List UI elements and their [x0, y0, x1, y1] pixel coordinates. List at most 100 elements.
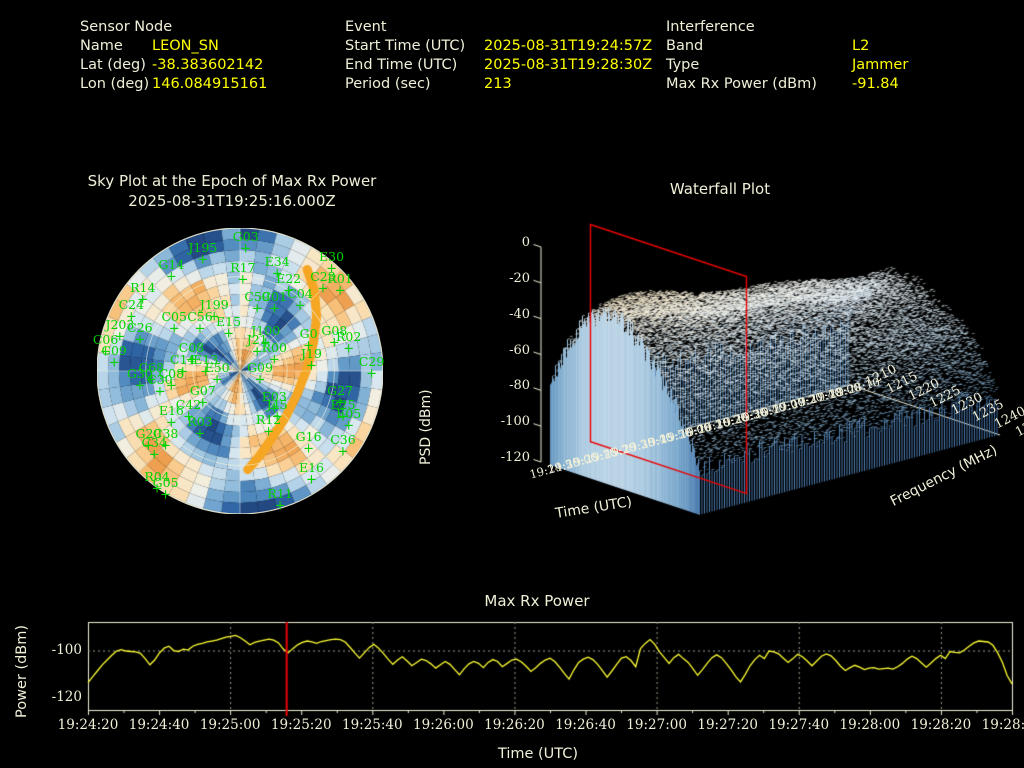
sky-satellite-label: G20 [135, 425, 162, 441]
sky-plot-grid-overlay [97, 228, 383, 514]
maxrx-x-tick: 19:28:00 [839, 717, 901, 733]
maxrx-x-tick: 19:25:00 [199, 717, 261, 733]
sensor-value-name: LEON_SN [152, 38, 219, 54]
sky-satellite-marker-icon: + [168, 321, 180, 337]
maxrx-x-tick: 19:24:40 [128, 717, 190, 733]
sky-satellite-label: R12 [255, 411, 282, 427]
sky-satellite-label: R04 [144, 468, 170, 484]
sensor-value-lat: -38.383602142 [152, 57, 264, 73]
sky-plot[interactable]: G03 + J195 + E34 + E30 + R17 + G14 + E22 + C23 + R01 + R14… [93, 228, 385, 514]
sky-satellite-marker-icon: + [317, 281, 329, 297]
sky-satellite-label: J203 [105, 316, 135, 332]
sky-satellite-label: C29 [358, 354, 385, 370]
sensor-node-block: Sensor Node Name LEON_SN Lat (deg) -38.3… [80, 18, 267, 94]
sky-satellite-marker-icon: + [197, 252, 209, 268]
sky-satellite-label: E05 [336, 405, 362, 421]
waterfall-psd-tick: -100 [500, 414, 530, 430]
sky-satellite-marker-icon: + [194, 426, 206, 442]
sky-satellite-marker-icon: + [271, 266, 283, 282]
sky-satellite-label: G05 [152, 474, 179, 490]
metadata-header: Sensor Node Name LEON_SN Lat (deg) -38.3… [0, 18, 1024, 108]
sky-satellite-marker-icon: + [343, 418, 355, 434]
sky-satellite-label: R11 [267, 485, 293, 501]
event-value-period: 213 [484, 76, 512, 92]
event-value-start-time: 2025-08-31T19:24:57Z [484, 38, 653, 54]
interference-block: Interference Band L2 Type Jammer Max Rx … [666, 18, 908, 94]
maxrx-x-tick: 19:25:20 [270, 717, 332, 733]
sky-satellite-marker-icon: + [328, 335, 340, 351]
sky-satellite-label: G14 [158, 256, 185, 272]
waterfall-psd-tick: -40 [509, 306, 530, 322]
max-rx-power-plot[interactable]: Power (dBm) -100 -120 19:24:20 19:24:40 19:… [0, 588, 1024, 768]
waterfall-psd-tick: -60 [509, 342, 530, 358]
sensor-row-name: Name LEON_SN [80, 37, 267, 56]
maxrx-x-tick: 19:28:40 [981, 717, 1024, 733]
sensor-value-lon: 146.084915161 [152, 76, 268, 92]
waterfall-psd-tick: 0 [521, 235, 530, 250]
interference-heading: Interference [666, 19, 755, 35]
sky-satellite-label: C34 [141, 434, 167, 450]
sky-satellite-label: C30 [147, 371, 173, 387]
sky-satellite-label: C08 [158, 365, 185, 381]
waterfall-psd-tick: -120 [500, 450, 530, 465]
interference-row-band: Band L2 [666, 37, 908, 56]
sky-satellite-label: E16 [298, 459, 325, 475]
sky-satellite-marker-icon: + [211, 372, 223, 388]
sky-satellite-label: G0 [299, 325, 318, 341]
sky-satellite-marker-icon: + [134, 378, 146, 394]
sky-satellite-label: C23 [310, 268, 336, 284]
sky-satellite-marker-icon: + [151, 481, 163, 497]
sky-satellite-label: G09 [247, 359, 273, 375]
sky-satellite-marker-icon: + [194, 321, 206, 337]
sky-satellite-marker-icon: + [145, 372, 157, 388]
sky-satellite-marker-icon: + [260, 335, 272, 351]
sky-satellite-label: G30 [126, 365, 153, 381]
sky-satellite-label: E13 [193, 351, 219, 367]
sky-satellite-label: C09 [101, 342, 127, 358]
maxrx-x-tick: 19:24:20 [57, 717, 119, 733]
sky-satellite-marker-icon: + [343, 341, 355, 357]
sky-satellite-marker-icon: + [183, 409, 194, 425]
maxrx-x-tick: 19:27:00 [626, 717, 687, 733]
maxrx-x-tick: 19:27:20 [697, 717, 759, 733]
sky-satellite-marker-icon: + [294, 298, 306, 314]
sky-satellite-label: G16 [295, 428, 322, 444]
maxrx-y-tick: -120 [51, 689, 82, 706]
sky-satellite-marker-icon: + [283, 283, 295, 299]
sky-satellite-label: E50 [204, 359, 230, 375]
waterfall-plot[interactable]: PSD (dBm) 0 -20 -40 -60 -80 -100 -120 Time (UT… [410, 175, 1024, 535]
event-heading: Event [345, 19, 387, 35]
sky-satellite-marker-icon: + [148, 447, 160, 462]
sky-satellite-label: G27 [327, 382, 354, 398]
sky-satellite-label: G03 [232, 228, 259, 244]
sky-satellite-label: E25 [330, 397, 356, 413]
sky-satellite-label: C42 [175, 397, 202, 413]
sky-satellite-label: J19 [301, 345, 322, 361]
sky-satellite-marker-icon: + [263, 424, 275, 440]
sky-satellite-label: E22 [276, 271, 302, 287]
event-row-end-time: End Time (UTC) 2025-08-31T19:28:30Z [345, 56, 652, 75]
sky-satellite-marker-icon: + [160, 438, 172, 454]
sky-satellite-label: C05 [161, 308, 187, 324]
skyplot-title-line1: Sky Plot at the Epoch of Max Rx Power [87, 172, 377, 190]
sky-satellite-marker-icon: + [366, 366, 377, 382]
sky-satellite-marker-icon: + [268, 301, 280, 317]
sky-satellite-label: C68 [138, 359, 165, 375]
interference-key-type: Type [666, 57, 700, 73]
sky-satellite-label: C06 [92, 331, 119, 347]
sky-satellite-label: C59 [244, 288, 270, 304]
sky-satellite-marker-icon: + [108, 355, 120, 371]
sky-satellite-marker-icon: + [165, 415, 177, 431]
interference-row-max-rx-power: Max Rx Power (dBm) -91.84 [666, 75, 908, 94]
sky-satellite-label: C01 [261, 288, 288, 304]
maxrx-x-axis-label: Time (UTC) [497, 746, 579, 762]
sensor-key-lat: Lat (deg) [80, 57, 146, 73]
interference-key-band: Band [666, 38, 704, 54]
maxrx-x-tick: 19:25:40 [341, 717, 403, 733]
sky-satellite-marker-icon: + [160, 487, 172, 503]
sky-satellite-marker-icon: + [306, 358, 317, 374]
sensor-row-lat: Lat (deg) -38.383602142 [80, 56, 267, 75]
sky-satellite-marker-icon: + [251, 301, 263, 317]
sky-satellite-label: E34 [264, 254, 290, 270]
